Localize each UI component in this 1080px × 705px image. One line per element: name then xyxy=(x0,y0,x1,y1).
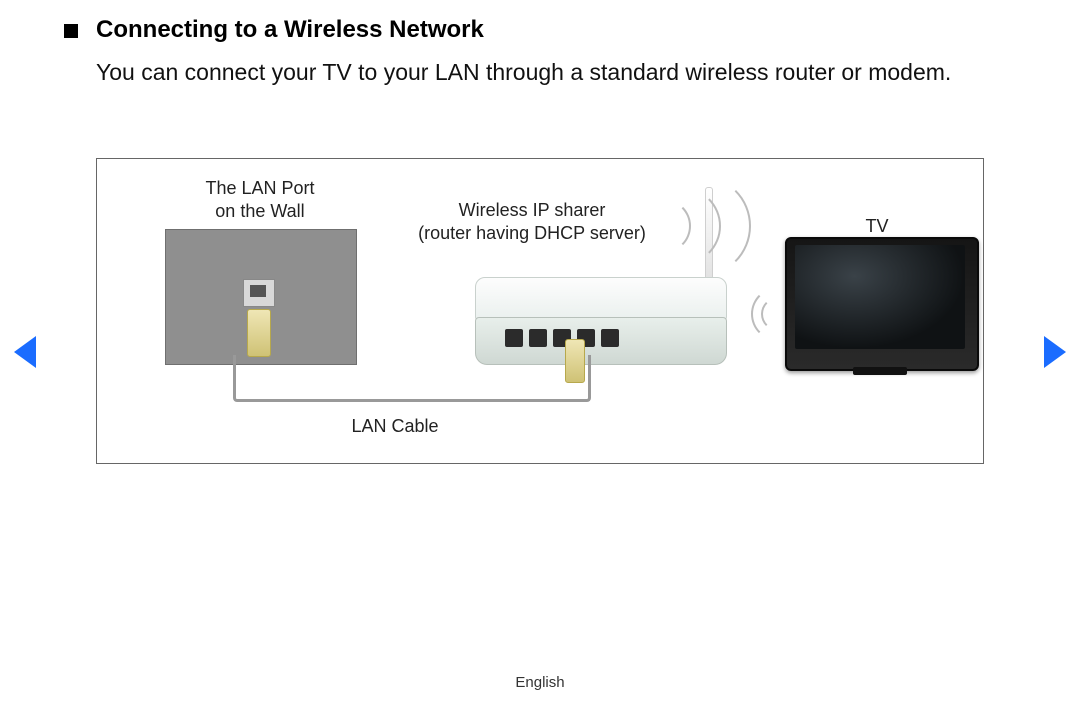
wall-jack-hole-icon xyxy=(250,285,266,297)
router-label-line1: Wireless IP sharer xyxy=(459,200,606,220)
manual-page: Connecting to a Wireless Network You can… xyxy=(0,0,1080,705)
section-paragraph: You can connect your TV to your LAN thro… xyxy=(96,56,976,89)
router-icon xyxy=(475,277,725,363)
tv-stand-icon xyxy=(853,367,907,375)
router-label-line2: (router having DHCP server) xyxy=(418,223,646,243)
next-page-button[interactable] xyxy=(1044,336,1066,368)
footer-language: English xyxy=(0,674,1080,691)
lan-port-label: The LAN Port on the Wall xyxy=(155,177,365,222)
tv-screen-icon xyxy=(795,245,965,349)
lan-cable-icon xyxy=(233,355,591,402)
lan-cable-label: LAN Cable xyxy=(325,415,465,438)
diagram-container: The LAN Port on the Wall Wireless IP sha… xyxy=(96,158,984,464)
lan-plug-wall-icon xyxy=(247,309,271,357)
previous-page-button[interactable] xyxy=(14,336,36,368)
section-bullet-icon xyxy=(64,24,78,38)
lan-port-label-line1: The LAN Port xyxy=(205,178,314,198)
waves-router-icon xyxy=(637,169,757,289)
lan-port-label-line2: on the Wall xyxy=(215,201,304,221)
section-title: Connecting to a Wireless Network xyxy=(96,16,484,44)
tv-label: TV xyxy=(807,215,947,238)
